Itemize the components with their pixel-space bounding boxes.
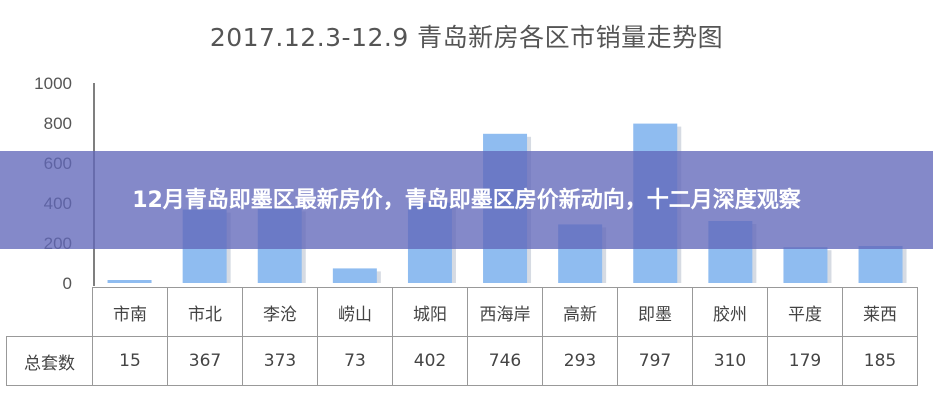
value-label: 179	[767, 336, 843, 386]
y-tick-label: 800	[44, 114, 72, 133]
value-label: 797	[617, 336, 693, 386]
value-label: 15	[92, 336, 168, 386]
chart-title: 2017.12.3-12.9 青岛新房各区市销量走势图	[209, 23, 724, 52]
value-label: 367	[167, 336, 243, 386]
category-row: 市南 市北 李沧 崂山 城阳 西海岸 高新 即墨 胶州 平度 莱西	[6, 287, 918, 337]
bar	[783, 247, 828, 283]
category-label: 莱西	[842, 287, 918, 337]
value-label: 310	[692, 336, 768, 386]
category-label: 崂山	[317, 287, 393, 337]
category-label: 城阳	[392, 287, 468, 337]
category-label: 西海岸	[467, 287, 543, 337]
bar	[858, 246, 903, 283]
value-label: 746	[467, 336, 543, 386]
bar	[107, 280, 152, 283]
category-label: 胶州	[692, 287, 768, 337]
value-label: 185	[842, 336, 918, 386]
corner-cell	[6, 287, 93, 337]
bar	[332, 268, 377, 283]
y-tick-label: 1000	[34, 74, 72, 93]
category-label: 平度	[767, 287, 843, 337]
value-label: 73	[317, 336, 393, 386]
headline-banner: 12月青岛即墨区最新房价，青岛即墨区房价新动向，十二月深度观察	[0, 151, 933, 249]
category-label: 市南	[92, 287, 168, 337]
category-label: 高新	[542, 287, 618, 337]
value-label: 402	[392, 336, 468, 386]
row-label: 总套数	[6, 336, 93, 386]
category-label: 即墨	[617, 287, 693, 337]
value-label: 293	[542, 336, 618, 386]
category-label: 市北	[167, 287, 243, 337]
y-tick-label: 0	[63, 274, 72, 293]
data-table: 市南 市北 李沧 崂山 城阳 西海岸 高新 即墨 胶州 平度 莱西 总套数 15 367 373 73 402…	[6, 287, 918, 386]
value-label: 373	[242, 336, 318, 386]
category-label: 李沧	[242, 287, 318, 337]
value-row: 总套数 15 367 373 73 402 746 293 797 310 179 185	[6, 336, 918, 386]
headline-text: 12月青岛即墨区最新房价，青岛即墨区房价新动向，十二月深度观察	[132, 187, 801, 213]
